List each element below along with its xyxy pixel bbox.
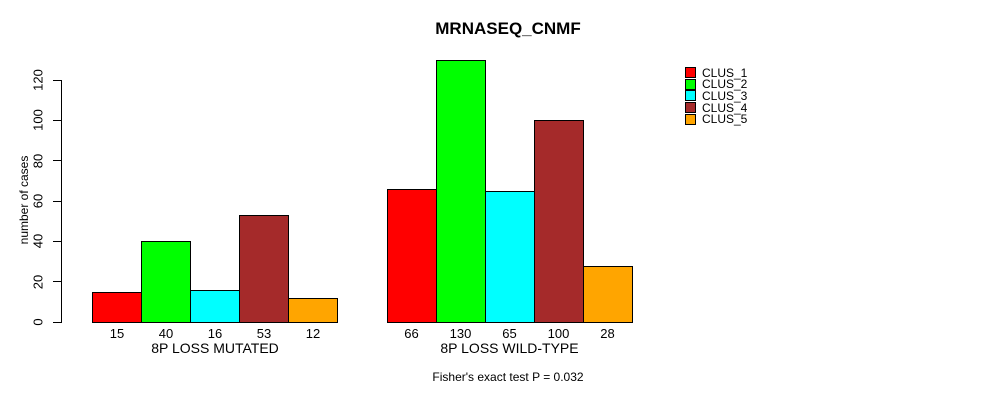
legend-item-clus-4: CLUS_4 [685, 102, 747, 114]
y-axis-tick-label-0: 0 [30, 318, 46, 326]
fisher-test-footnote: Fisher's exact test P = 0.032 [432, 370, 584, 384]
bar-clus-4-8p-loss-wild-type [533, 120, 584, 323]
legend-label-clus-3: CLUS_3 [702, 88, 748, 103]
y-axis-tick-100 [53, 119, 61, 121]
bar-value-clus-3-8p-loss-mutated: 16 [207, 326, 223, 341]
bar-clus-3-8p-loss-mutated [190, 289, 240, 323]
bar-clus-2-8p-loss-wild-type [435, 59, 486, 323]
y-axis-tick-label-80: 80 [30, 153, 46, 168]
bar-value-clus-1-8p-loss-wild-type: 66 [404, 326, 419, 341]
legend-label-clus-5: CLUS_5 [702, 112, 748, 127]
y-axis-tick-60 [53, 200, 61, 202]
y-axis-tick-label-60: 60 [30, 193, 46, 209]
legend-swatch-clus-1 [685, 67, 696, 78]
y-axis-tick-label-120: 120 [30, 69, 46, 91]
legend-label-clus-2: CLUS_2 [702, 77, 748, 92]
bar-clus-4-8p-loss-mutated [239, 215, 289, 323]
bar-value-clus-5-8p-loss-mutated: 12 [305, 326, 321, 341]
legend-item-clus-2: CLUS_2 [685, 78, 747, 90]
legend-item-clus-1: CLUS_1 [685, 67, 747, 79]
bar-value-clus-1-8p-loss-mutated: 15 [109, 326, 125, 341]
y-axis-tick-80 [53, 160, 61, 162]
y-axis-tick-20 [53, 281, 61, 283]
bar-value-clus-4-8p-loss-wild-type: 100 [547, 326, 570, 341]
chart-title: MRNASEQ_CNMF [435, 19, 581, 38]
bar-clus-3-8p-loss-wild-type [484, 190, 535, 323]
legend-item-clus-5: CLUS_5 [685, 113, 747, 125]
bar-clus-1-8p-loss-wild-type [386, 188, 437, 323]
bar-clus-1-8p-loss-mutated [92, 291, 142, 323]
y-axis-tick-label-20: 20 [30, 274, 46, 289]
bar-value-clus-2-8p-loss-mutated: 40 [158, 326, 174, 341]
bar-value-clus-5-8p-loss-wild-type: 28 [600, 326, 615, 341]
y-axis-tick-0 [53, 321, 61, 323]
legend-item-clus-3: CLUS_3 [685, 90, 747, 102]
group-label-8p-loss-wild-type: 8P LOSS WILD-TYPE [440, 340, 579, 356]
y-axis-tick-label-100: 100 [30, 109, 46, 132]
bar-clus-2-8p-loss-mutated [141, 241, 191, 323]
legend-swatch-clus-5 [685, 113, 696, 125]
y-axis-tick-120 [53, 79, 61, 81]
legend-swatch-clus-3 [685, 90, 696, 102]
legend-swatch-clus-4 [685, 102, 696, 113]
bar-clus-5-8p-loss-mutated [288, 297, 338, 323]
legend-swatch-clus-2 [685, 78, 696, 90]
bar-clus-5-8p-loss-wild-type [582, 265, 633, 323]
bar-value-clus-4-8p-loss-mutated: 53 [256, 326, 272, 341]
y-axis-tick-40 [53, 240, 61, 242]
y-axis-label: number of cases [17, 155, 31, 245]
y-axis-line [61, 80, 62, 323]
y-axis-tick-label-40: 40 [30, 234, 46, 249]
bar-value-clus-3-8p-loss-wild-type: 65 [502, 326, 517, 341]
bar-value-clus-2-8p-loss-wild-type: 130 [449, 326, 472, 341]
group-label-8p-loss-mutated: 8P LOSS MUTATED [151, 340, 279, 356]
legend-label-clus-4: CLUS_4 [702, 100, 748, 115]
legend-label-clus-1: CLUS_1 [702, 65, 748, 80]
